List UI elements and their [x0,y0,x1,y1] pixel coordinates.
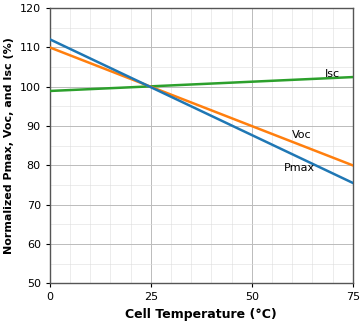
Text: Pmax: Pmax [284,163,315,174]
Y-axis label: Normalized Pmax, Voc, and Isc (%): Normalized Pmax, Voc, and Isc (%) [4,37,14,254]
Text: Isc: Isc [324,69,340,79]
Text: Voc: Voc [292,130,312,140]
X-axis label: Cell Temperature (°C): Cell Temperature (°C) [126,308,277,321]
